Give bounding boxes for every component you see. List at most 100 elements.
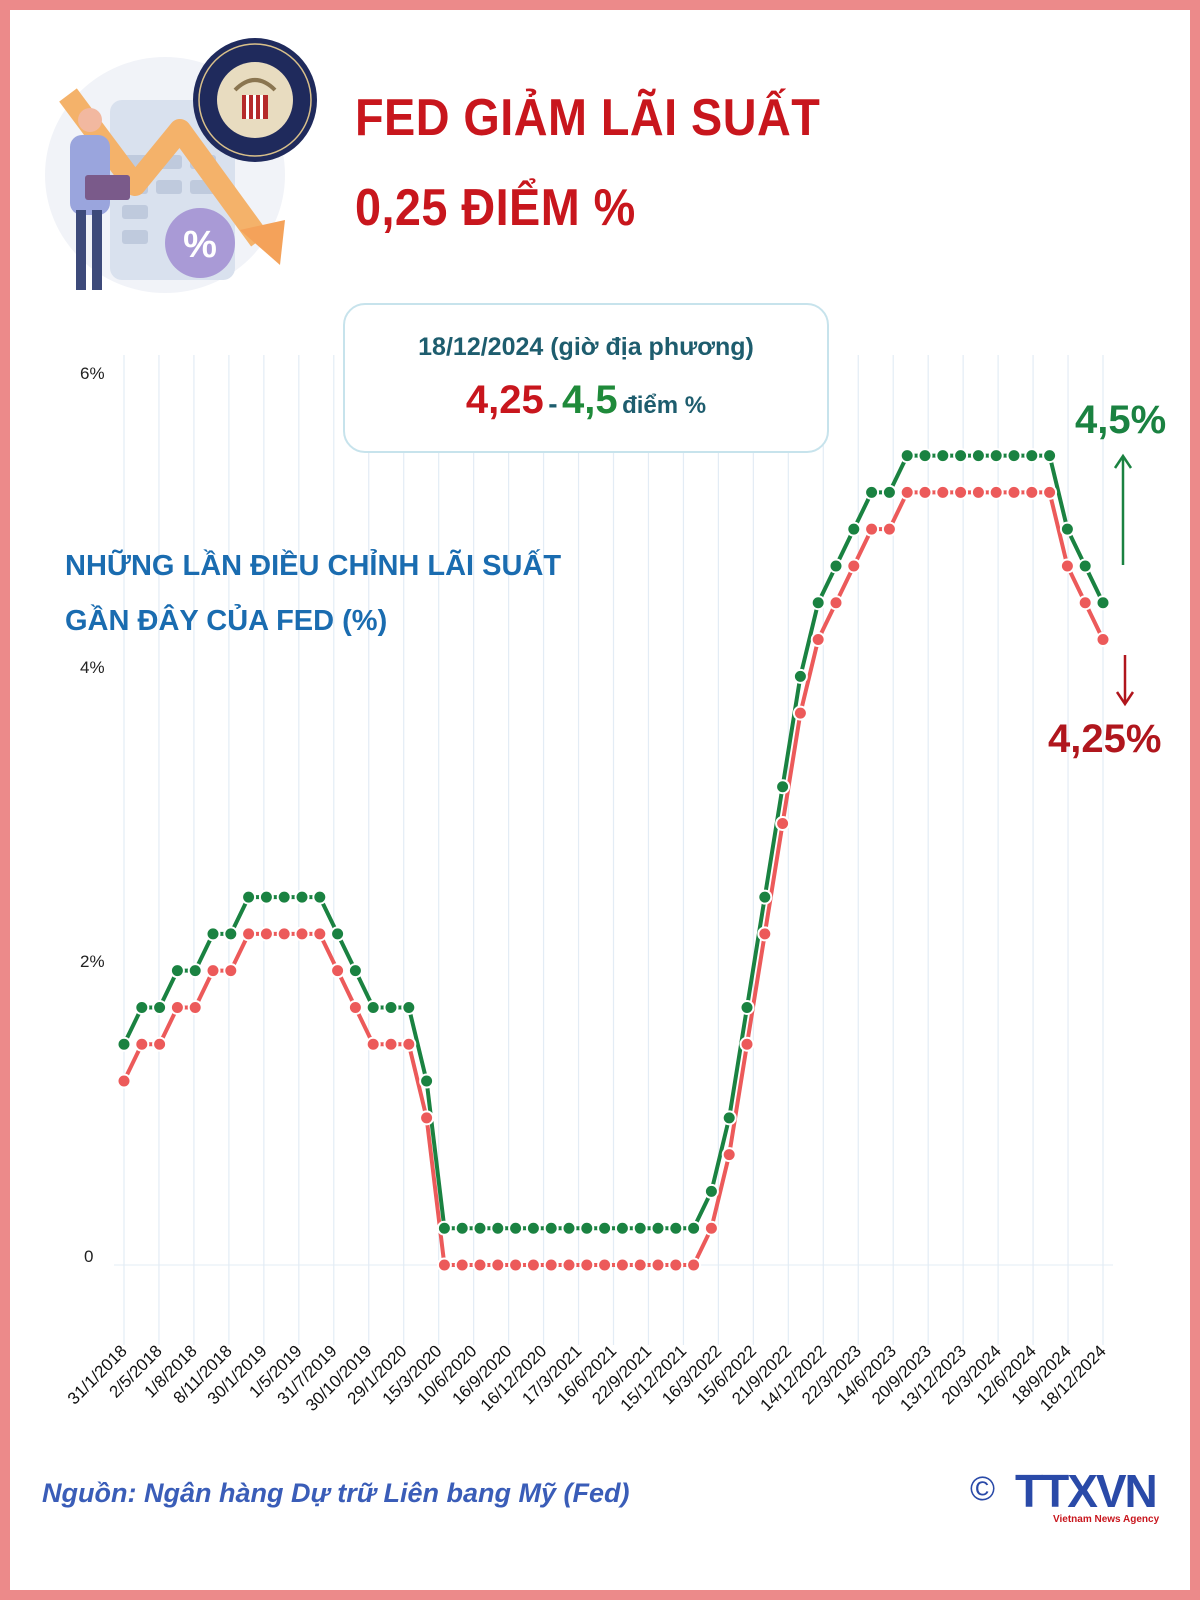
upper-series-point — [828, 558, 844, 574]
upper-series-point — [1059, 521, 1075, 537]
y-tick-4: 4% — [80, 658, 105, 677]
upper-series-point — [116, 1036, 132, 1052]
highlight-high: 4,5 — [562, 378, 618, 422]
upper-series-point — [864, 484, 880, 500]
upper-series-point — [561, 1220, 577, 1236]
upper-series-point — [899, 448, 915, 464]
up-arrow-icon — [1113, 453, 1133, 565]
lower-series-point — [330, 963, 346, 979]
lower-series-point — [686, 1257, 702, 1273]
lower-series-point — [632, 1257, 648, 1273]
lower-series-point — [1095, 632, 1111, 648]
upper-series-point — [1006, 448, 1022, 464]
header-illustration: % — [45, 38, 317, 293]
lower-series-point — [508, 1257, 524, 1273]
lower-series-point — [490, 1257, 506, 1273]
lower-series-point — [525, 1257, 541, 1273]
lower-series-point — [846, 558, 862, 574]
upper-series-point — [258, 889, 274, 905]
upper-series-point — [365, 999, 381, 1015]
lower-series-point — [419, 1110, 435, 1126]
upper-series-point — [490, 1220, 506, 1236]
lower-series-point — [1059, 558, 1075, 574]
upper-series-point — [953, 448, 969, 464]
lower-series-point — [917, 484, 933, 500]
upper-series-point — [152, 999, 168, 1015]
lower-series-point — [668, 1257, 684, 1273]
upper-series-point — [579, 1220, 595, 1236]
upper-series-point — [668, 1220, 684, 1236]
lower-series-point — [757, 926, 773, 942]
upper-series-point — [276, 889, 292, 905]
lower-series-point — [187, 999, 203, 1015]
upper-series-point — [1024, 448, 1040, 464]
upper-series-point — [169, 963, 185, 979]
lower-series-point — [312, 926, 328, 942]
upper-series-point — [988, 448, 1004, 464]
lower-series-point — [864, 521, 880, 537]
lower-series-point — [401, 1036, 417, 1052]
upper-series-point — [1042, 448, 1058, 464]
upper-series-point — [419, 1073, 435, 1089]
lower-series-point — [436, 1257, 452, 1273]
lower-series-point — [205, 963, 221, 979]
lower-series-point — [1006, 484, 1022, 500]
upper-series-point — [134, 999, 150, 1015]
lower-series-point — [347, 999, 363, 1015]
upper-series-point — [792, 668, 808, 684]
upper-series-point — [686, 1220, 702, 1236]
upper-series-point — [775, 779, 791, 795]
lower-series-point — [614, 1257, 630, 1273]
upper-series-point — [881, 484, 897, 500]
highlight-range: 4,25 - 4,5 điểm % — [345, 378, 827, 423]
upper-series-point — [187, 963, 203, 979]
upper-series-point — [383, 999, 399, 1015]
lower-series-point — [988, 484, 1004, 500]
upper-series-point — [454, 1220, 470, 1236]
logo-text: TTXVN — [1015, 1465, 1158, 1517]
lower-series-point — [152, 1036, 168, 1052]
upper-series-point — [632, 1220, 648, 1236]
upper-annotation: 4,5% — [1075, 398, 1167, 442]
lower-series-point — [472, 1257, 488, 1273]
lower-series-point — [810, 632, 826, 648]
page-title-line-2: 0,25 ĐIỂM % — [355, 179, 636, 237]
copyright-symbol: © — [970, 1470, 996, 1508]
lower-series-point — [1042, 484, 1058, 500]
upper-series-point — [917, 448, 933, 464]
lower-series-point — [579, 1257, 595, 1273]
source-note: Nguồn: Ngân hàng Dự trữ Liên bang Mỹ (Fe… — [42, 1478, 630, 1508]
upper-series-point — [401, 999, 417, 1015]
lower-series-point — [703, 1220, 719, 1236]
upper-series-point — [347, 963, 363, 979]
lower-series-point — [383, 1036, 399, 1052]
down-arrow-icon — [1115, 655, 1135, 707]
lower-series-point — [543, 1257, 559, 1273]
lower-series-point — [792, 705, 808, 721]
upper-series-point — [1095, 595, 1111, 611]
upper-series-point — [436, 1220, 452, 1236]
svg-text:%: % — [183, 224, 217, 266]
lower-series-point — [1077, 595, 1093, 611]
upper-series-point — [614, 1220, 630, 1236]
upper-series-point — [846, 521, 862, 537]
lower-series-point — [116, 1073, 132, 1089]
y-tick-2: 2% — [80, 952, 105, 971]
page-title-line-1: FED GIẢM LÃI SUẤT — [355, 89, 821, 147]
upper-series-point — [650, 1220, 666, 1236]
lower-series-point — [134, 1036, 150, 1052]
lower-series-point — [1024, 484, 1040, 500]
lower-series-point — [881, 521, 897, 537]
highlight-date: 18/12/2024 (giờ địa phương) — [418, 333, 754, 361]
lower-series-point — [561, 1257, 577, 1273]
highlight-unit: điểm % — [622, 392, 707, 419]
y-tick-0: 0 — [84, 1247, 94, 1266]
lower-series-point — [258, 926, 274, 942]
upper-series-point — [205, 926, 221, 942]
upper-series-point — [935, 448, 951, 464]
upper-series-point — [1077, 558, 1093, 574]
federal-reserve-seal — [193, 38, 317, 162]
lower-series-point — [276, 926, 292, 942]
lower-series-point — [169, 999, 185, 1015]
person-icon — [78, 108, 102, 132]
